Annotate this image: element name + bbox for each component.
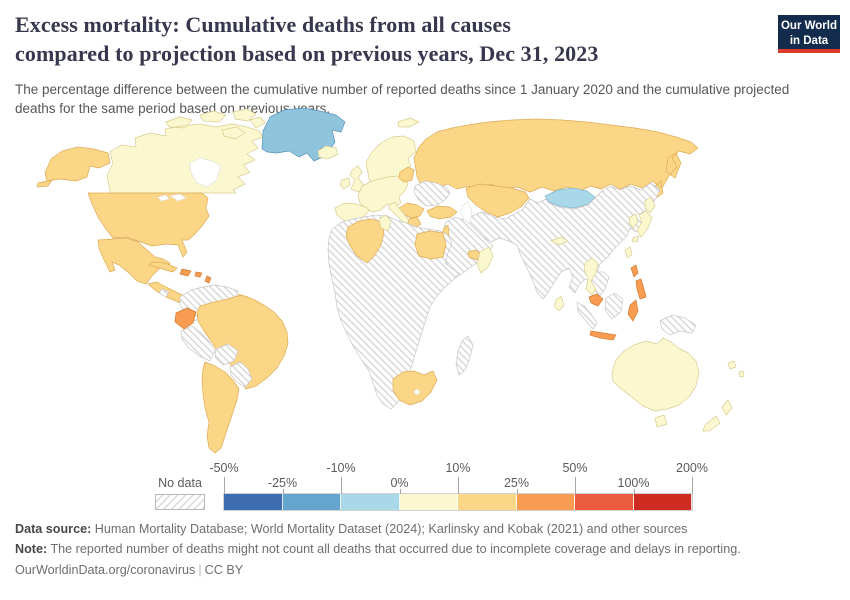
water-body (169, 193, 187, 202)
region-algeria[interactable]: Algeria (345, 218, 385, 264)
footer-divider: | (198, 563, 202, 577)
region-mongolia[interactable]: Mongolia (544, 187, 596, 209)
legend-segment-3[interactable] (341, 494, 400, 510)
region-south-korea[interactable]: South Korea (628, 213, 639, 229)
region-paraguay-uruguay[interactable]: Paraguay & Uruguay (229, 361, 253, 388)
legend-tick-line (224, 477, 225, 494)
legend-tick-line (341, 477, 342, 494)
legend-tick-label: 50% (562, 461, 588, 475)
legend-segment-2[interactable] (282, 494, 341, 510)
legend-tick-label: 200% (676, 461, 708, 475)
legend-tick-line (282, 489, 284, 494)
legend-tick-line (458, 477, 459, 494)
region-canada[interactable]: Canada (106, 108, 266, 194)
legend-segment-6[interactable] (516, 494, 575, 510)
region-oman[interactable]: Oman (476, 246, 494, 274)
region-java[interactable]: Indonesia (Java) (589, 330, 617, 341)
region-brazil[interactable]: Brazil (196, 294, 289, 390)
region-south-africa[interactable]: South Africa (392, 370, 438, 406)
region-new-zealand[interactable]: New Zealand (702, 399, 733, 432)
region-japan[interactable]: Japan (631, 196, 656, 243)
region-sumatra-borneo[interactable]: Indonesia (Sumatra & Borneo) (576, 292, 624, 330)
legend-tick-line (575, 477, 576, 494)
legend-segment-1[interactable] (224, 494, 283, 510)
region-peru[interactable]: Peru (180, 325, 216, 362)
region-thailand[interactable]: Thailand (583, 257, 599, 296)
legend-no-data-label: No data (158, 476, 202, 490)
legend-segment-8[interactable] (633, 494, 692, 510)
legend-no-data-swatch[interactable] (155, 494, 205, 510)
legend-tick-line (633, 489, 635, 494)
region-cuba[interactable]: Cuba (148, 261, 178, 273)
footer-source-label: Data source: (15, 522, 92, 536)
footer-note-line: Note: The reported number of deaths migh… (15, 542, 741, 556)
legend-tick-line (399, 489, 401, 494)
region-bolivia[interactable]: Bolivia (214, 343, 239, 366)
region-argentina-chile[interactable]: Argentina & Chile (201, 361, 240, 454)
legend-tick-label: 100% (617, 476, 650, 490)
legend-tick-line (692, 477, 693, 494)
water-body (157, 194, 170, 202)
owid-logo-line2: in Data (789, 34, 829, 47)
region-ukraine-belarus[interactable]: Ukraine & Belarus (413, 180, 451, 207)
region-madagascar[interactable]: Madagascar (455, 335, 474, 376)
region-nepal[interactable]: Nepal (550, 236, 569, 246)
footer-link[interactable]: OurWorldinData.org/coronavirus (15, 563, 196, 577)
region-africa[interactable]: Africa (most countries) (327, 214, 460, 410)
region-australia[interactable]: Australia (611, 337, 700, 428)
page-title-line2: compared to projection based on previous… (15, 41, 599, 67)
legend-tick-label: 0% (390, 476, 409, 490)
water-body (460, 201, 473, 225)
legend-segment-7[interactable] (575, 494, 634, 510)
region-taiwan[interactable]: Taiwan (624, 246, 633, 259)
region-sulawesi[interactable]: Indonesia (Sulawesi) (627, 299, 639, 322)
legend-tick-line (516, 489, 518, 494)
footer-source-text: Human Mortality Database; World Mortalit… (91, 522, 688, 536)
owid-logo[interactable]: Our World in Data (778, 15, 840, 53)
region-malaysia[interactable]: Malaysia (588, 293, 604, 307)
region-russia[interactable]: Russia (413, 118, 699, 199)
water-body (189, 157, 222, 188)
region-iceland[interactable]: Iceland (317, 145, 339, 160)
footer-note-label: Note: (15, 542, 48, 556)
region-ecuador[interactable]: Ecuador (174, 307, 197, 330)
region-sri-lanka[interactable]: Sri Lanka (553, 295, 565, 312)
region-united-states[interactable]: United States (87, 192, 210, 258)
region-baltics[interactable]: Baltic states (398, 166, 415, 183)
legend-tick-label: 25% (503, 476, 530, 490)
owid-logo-line1: Our World (780, 20, 837, 32)
page-title: Excess mortality: Cumulative deaths from… (15, 10, 755, 68)
legend-tick-label: -25% (267, 476, 298, 490)
region-philippines[interactable]: Philippines (630, 264, 647, 300)
footer-citation-line: OurWorldinData.org/coronavirus | CC BY (15, 563, 243, 577)
legend-bar (223, 493, 693, 511)
region-ireland[interactable]: Ireland (339, 177, 351, 190)
region-nicaragua[interactable]: Nicaragua (158, 288, 170, 298)
region-egypt[interactable]: Egypt (414, 230, 447, 260)
region-mexico[interactable]: Mexico (97, 237, 171, 285)
footer-source-line: Data source: Human Mortality Database; W… (15, 522, 687, 536)
legend-tick-label: -50% (209, 461, 239, 475)
legend-segment-4[interactable] (399, 494, 458, 510)
region-tunisia[interactable]: Tunisia (378, 214, 392, 232)
legend-segment-5[interactable] (458, 494, 517, 510)
water-body (414, 389, 420, 395)
region-kazakhstan[interactable]: Kazakhstan (465, 183, 530, 218)
footer-license[interactable]: CC BY (204, 563, 244, 577)
page-title-line1: Excess mortality: Cumulative deaths from… (15, 12, 511, 37)
region-new-guinea[interactable]: Papua New Guinea (659, 314, 697, 336)
legend-tick-label: 10% (445, 461, 471, 475)
region-turkey[interactable]: Turkey (426, 205, 458, 220)
footer-note-text: The reported number of deaths might not … (47, 542, 741, 556)
region-caribbean[interactable]: Caribbean islands (179, 268, 212, 284)
region-pacific-islands[interactable]: Pacific islands (727, 360, 745, 378)
region-alaska[interactable]: United States (Alaska) (36, 146, 111, 188)
region-iberia[interactable]: Spain & Portugal (334, 202, 370, 223)
legend-tick-label: -10% (326, 461, 356, 475)
